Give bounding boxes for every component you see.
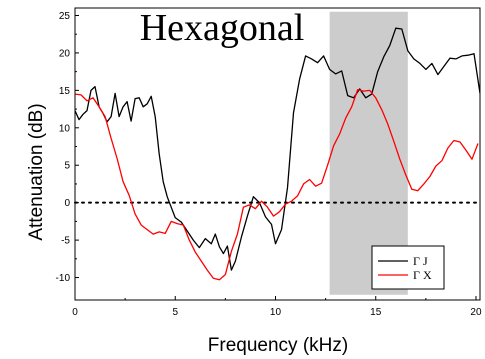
y-axis-label: Attenuation (dB) bbox=[26, 103, 47, 240]
plot-area: 0 5 10 15 20 -10 -5 0 5 10 15 20 25 bbox=[56, 7, 482, 318]
y-tick-label: -10 bbox=[56, 273, 71, 284]
y-tick-label: 25 bbox=[59, 11, 71, 22]
y-tick-label: 15 bbox=[59, 86, 71, 97]
y-tick-label: 0 bbox=[64, 198, 70, 209]
y-tick-label: 20 bbox=[59, 48, 71, 59]
chart-title: Hexagonal bbox=[140, 7, 305, 49]
x-tick-label: 5 bbox=[172, 307, 178, 318]
x-tick-label: 20 bbox=[470, 307, 482, 318]
legend-label: Γ J bbox=[413, 254, 428, 268]
series-line-gamma-j bbox=[75, 27, 480, 271]
legend: Γ JΓ X bbox=[371, 245, 445, 290]
y-tick-label: 10 bbox=[59, 123, 71, 134]
plot-frame bbox=[74, 7, 481, 301]
legend-box bbox=[371, 245, 445, 290]
x-axis-label: Frequency (kHz) bbox=[208, 335, 348, 356]
y-tick-label: 5 bbox=[64, 161, 70, 172]
x-tick-label: 10 bbox=[270, 307, 282, 318]
y-tick-label: -5 bbox=[61, 236, 70, 247]
x-tick-label: 0 bbox=[72, 307, 78, 318]
x-tick-label: 15 bbox=[370, 307, 382, 318]
series-line-gamma-x bbox=[75, 88, 479, 281]
legend-label: Γ X bbox=[413, 268, 432, 282]
